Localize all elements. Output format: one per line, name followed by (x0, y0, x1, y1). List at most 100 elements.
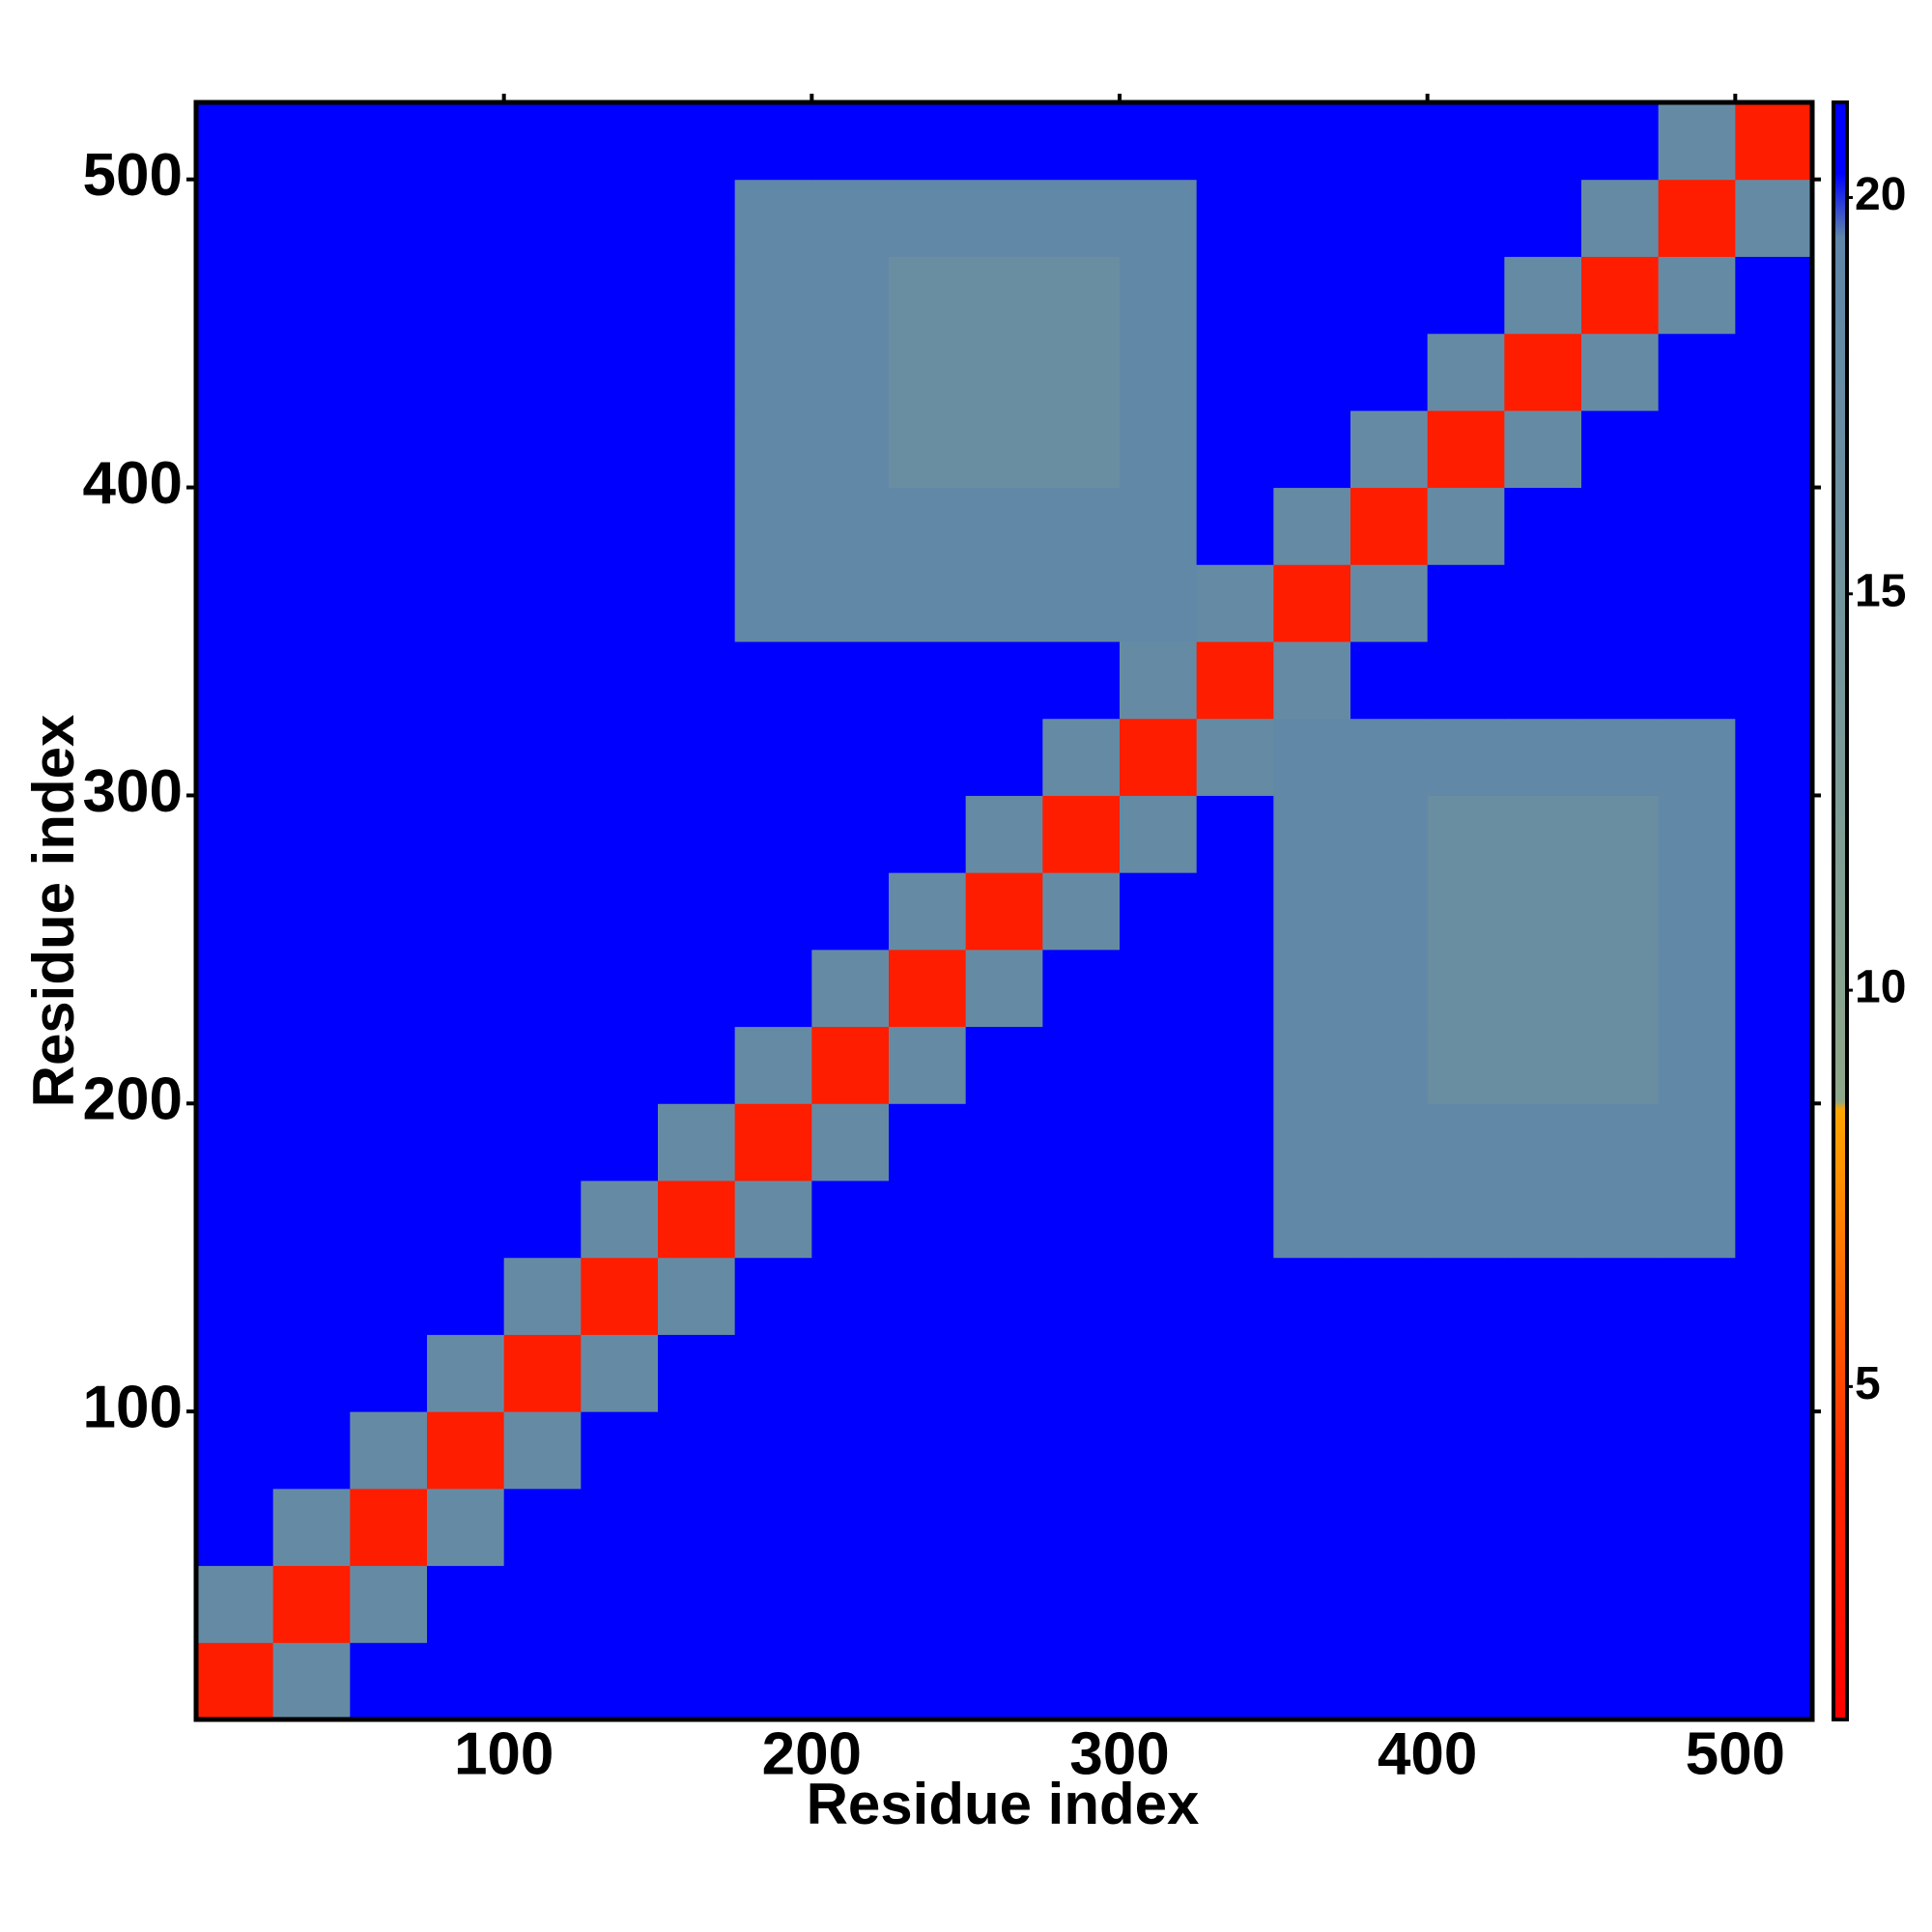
y-tick-label: 200 (83, 1066, 183, 1133)
heatmap-cell (1196, 795, 1274, 873)
heatmap-cell (581, 487, 659, 565)
heatmap-cell (196, 1411, 274, 1490)
heatmap-cell (196, 718, 274, 796)
heatmap-cell (1658, 179, 1736, 257)
heatmap-cell (1504, 1103, 1582, 1181)
heatmap-cell (1735, 795, 1813, 873)
heatmap-cell (1581, 1026, 1660, 1104)
heatmap-cell (1350, 949, 1429, 1028)
heatmap-cell (1735, 1257, 1813, 1335)
heatmap-cell (1427, 1642, 1505, 1720)
heatmap-cell (350, 1642, 428, 1720)
heatmap-cell (427, 1642, 505, 1720)
heatmap-cell (1042, 1565, 1121, 1643)
heatmap-cell (965, 256, 1043, 334)
heatmap-cell (658, 333, 736, 412)
heatmap-cell (658, 1026, 736, 1104)
heatmap-cell (427, 1180, 505, 1259)
heatmap-cell (350, 102, 428, 181)
heatmap-cell (1427, 179, 1505, 257)
heatmap-cell (889, 1488, 967, 1567)
heatmap-cell (350, 333, 428, 412)
heatmap-cell (1581, 718, 1660, 796)
heatmap-cell (658, 564, 736, 642)
heatmap-cell (811, 641, 890, 720)
plot-frame (193, 99, 1815, 1722)
heatmap-cell (1504, 410, 1582, 489)
heatmap-cell (350, 1565, 428, 1643)
heatmap-cell (965, 1488, 1043, 1567)
heatmap-cell (658, 641, 736, 720)
heatmap-cell (1196, 1026, 1274, 1104)
heatmap-cell (1581, 795, 1660, 873)
x-tick-label: 100 (454, 1720, 554, 1787)
heatmap-cell (1504, 795, 1582, 873)
heatmap-cell (811, 333, 890, 412)
heatmap-cell (734, 872, 812, 951)
heatmap-cell (1350, 1642, 1429, 1720)
heatmap-cell (965, 1103, 1043, 1181)
heatmap-cell (1504, 1411, 1582, 1490)
heatmap-cell (350, 410, 428, 489)
heatmap-cell (734, 1334, 812, 1412)
heatmap-cell (1196, 1334, 1274, 1412)
heatmap-cell (1658, 1026, 1736, 1104)
heatmap-cell (1504, 1180, 1582, 1259)
heatmap-cell (658, 1488, 736, 1567)
heatmap-cell (965, 1411, 1043, 1490)
heatmap-cell (427, 1103, 505, 1181)
heatmap-cell (1273, 1642, 1351, 1720)
heatmap-cell (272, 102, 351, 181)
heatmap-cell (350, 949, 428, 1028)
heatmap-cell (1350, 333, 1429, 412)
heatmap-cell (734, 795, 812, 873)
heatmap-cell (1504, 487, 1582, 565)
heatmap-cell (734, 949, 812, 1028)
heatmap-cell (734, 1488, 812, 1567)
heatmap-cell (196, 872, 274, 951)
y-tick-label: 500 (83, 142, 183, 209)
heatmap-cell (1196, 487, 1274, 565)
heatmap-cell (272, 1642, 351, 1720)
heatmap-cell (1427, 795, 1505, 873)
heatmap-cell (503, 564, 582, 642)
heatmap-cell (1735, 1026, 1813, 1104)
x-tick-label: 200 (762, 1720, 862, 1787)
heatmap-cell (734, 1411, 812, 1490)
heatmap-cell (581, 1026, 659, 1104)
heatmap-cell (1196, 179, 1274, 257)
heatmap-cell (1504, 641, 1582, 720)
heatmap-cell (427, 949, 505, 1028)
heatmap-cell (1504, 1026, 1582, 1104)
heatmap-cell (427, 1411, 505, 1490)
heatmap-cell (1735, 1180, 1813, 1259)
heatmap-cell (1273, 1565, 1351, 1643)
heatmap-cell (658, 102, 736, 181)
heatmap-cell (1427, 487, 1505, 565)
heatmap-cell (1427, 564, 1505, 642)
heatmap-cell (1042, 1257, 1121, 1335)
heatmap-cell (1504, 256, 1582, 334)
heatmap-cell (350, 1103, 428, 1181)
heatmap-cell (889, 949, 967, 1028)
heatmap-cell (581, 795, 659, 873)
heatmap-cell (965, 102, 1043, 181)
heatmap-cell (965, 1180, 1043, 1259)
heatmap-cell (272, 179, 351, 257)
heatmap-cell (503, 487, 582, 565)
heatmap-cell (889, 1257, 967, 1335)
heatmap-cell (889, 795, 967, 873)
heatmap-cells (196, 102, 1813, 1720)
heatmap-cell (1658, 1411, 1736, 1490)
heatmap-cell (734, 1642, 812, 1720)
heatmap-cell (503, 333, 582, 412)
heatmap-cell (196, 410, 274, 489)
heatmap-cell (658, 410, 736, 489)
heatmap-cell (427, 872, 505, 951)
heatmap-cell (1196, 1257, 1274, 1335)
heatmap-cell (1042, 872, 1121, 951)
heatmap-cell (1042, 410, 1121, 489)
heatmap-cell (427, 564, 505, 642)
heatmap-cell (427, 641, 505, 720)
heatmap-cell (1427, 1411, 1505, 1490)
